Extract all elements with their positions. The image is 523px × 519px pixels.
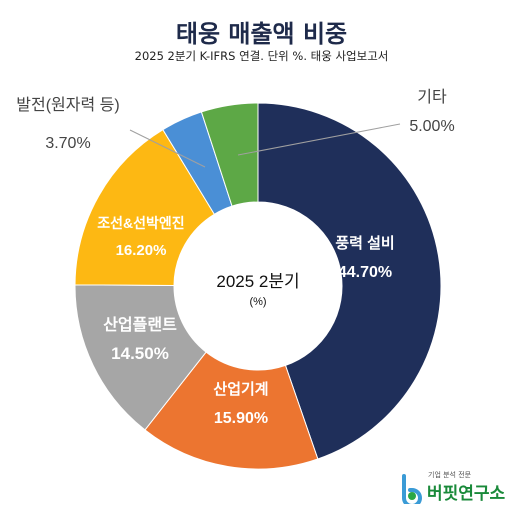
slice-value-조선-선박엔진: 16.20% — [116, 242, 167, 259]
logo-tagline: 기업 분석 전문 — [428, 471, 472, 479]
slice-name-풍력-설비: 풍력 설비 — [335, 234, 394, 252]
logo-name: 버핏연구소 — [427, 484, 506, 504]
slice-value-기타: 5.00% — [409, 118, 454, 135]
center-sublabel: (%) — [249, 296, 266, 308]
slice-name-산업기계: 산업기계 — [213, 381, 268, 398]
slice-name-조선-선박엔진: 조선&선박엔진 — [97, 215, 184, 231]
leader-line-기타 — [237, 123, 401, 156]
logo-b-icon — [402, 474, 422, 504]
slice-value-발전-원자력-등-: 3.70% — [45, 135, 90, 152]
slice-name-발전-원자력-등-: 발전(원자력 등) — [16, 96, 119, 114]
chart-title: 태웅 매출액 비중 — [175, 20, 348, 48]
slice-value-산업기계: 15.90% — [214, 410, 268, 427]
slice-풍력-설비 — [257, 102, 442, 460]
leader-line-발전-원자력-등- — [129, 129, 206, 168]
center-label: 2025 2분기 — [216, 272, 299, 291]
slice-조선-선박엔진 — [74, 128, 216, 286]
slice-기타 — [200, 102, 259, 207]
slice-value-산업플랜트: 14.50% — [111, 344, 169, 363]
slice-name-산업플랜트: 산업플랜트 — [103, 316, 177, 334]
slice-value-풍력-설비: 44.70% — [338, 264, 392, 281]
slice-산업기계 — [144, 351, 319, 470]
slice-name-기타: 기타 — [417, 88, 447, 106]
buffett-lab-logo: 기업 분석 전문 버핏연구소 — [398, 468, 523, 508]
chart-subtitle: 2025 2분기 K-IFRS 연결. 단위 %. 태웅 사업보고서 — [134, 49, 389, 63]
